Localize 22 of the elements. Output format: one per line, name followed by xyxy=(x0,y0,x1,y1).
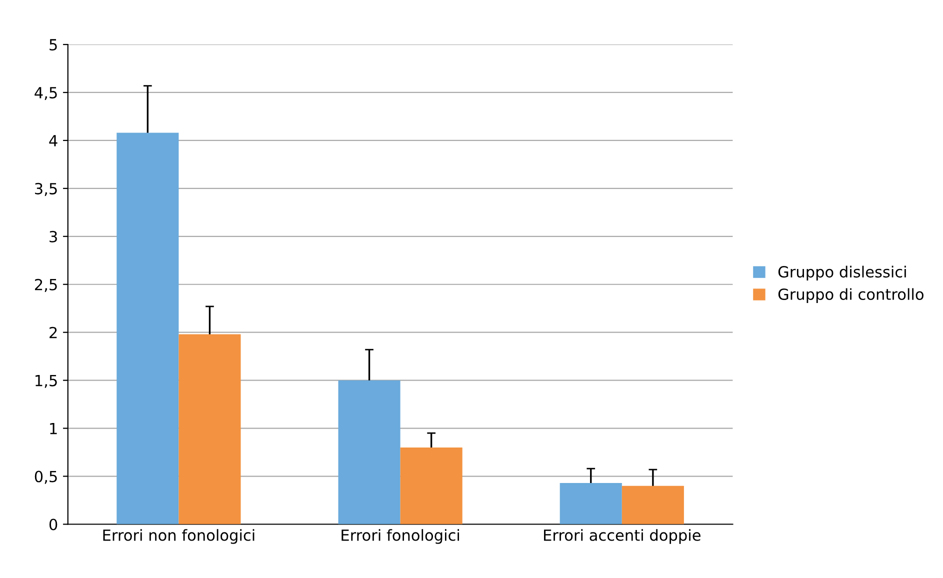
x-tick-label: Errori fonologici xyxy=(342,529,460,544)
bar xyxy=(560,482,622,524)
bar xyxy=(622,486,684,524)
bar xyxy=(400,447,462,524)
legend-label: Gruppo dislessici xyxy=(778,266,906,281)
y-tick-label: 2 xyxy=(50,326,57,338)
y-tick-label: 1 xyxy=(50,422,57,434)
y-tick-label: 1,5 xyxy=(36,374,57,388)
y-tick-label: 3,5 xyxy=(35,182,57,196)
y-tick-label: 2,5 xyxy=(34,278,57,292)
y-tick-label: 5 xyxy=(50,39,57,51)
y-tick-label: 4,5 xyxy=(34,87,57,100)
bar xyxy=(116,132,179,524)
y-tick-label: 3 xyxy=(50,230,57,242)
legend-label: Gruppo di controllo xyxy=(778,288,924,303)
y-tick-label: 4 xyxy=(49,135,58,146)
x-tick-label: Errori accenti doppie xyxy=(544,529,700,544)
bar xyxy=(338,380,400,524)
y-tick-label: 0,5 xyxy=(34,470,57,484)
y-tick-label: 0 xyxy=(49,518,58,530)
bar xyxy=(178,334,241,524)
x-tick-label: Errori non fonologici xyxy=(103,529,254,544)
